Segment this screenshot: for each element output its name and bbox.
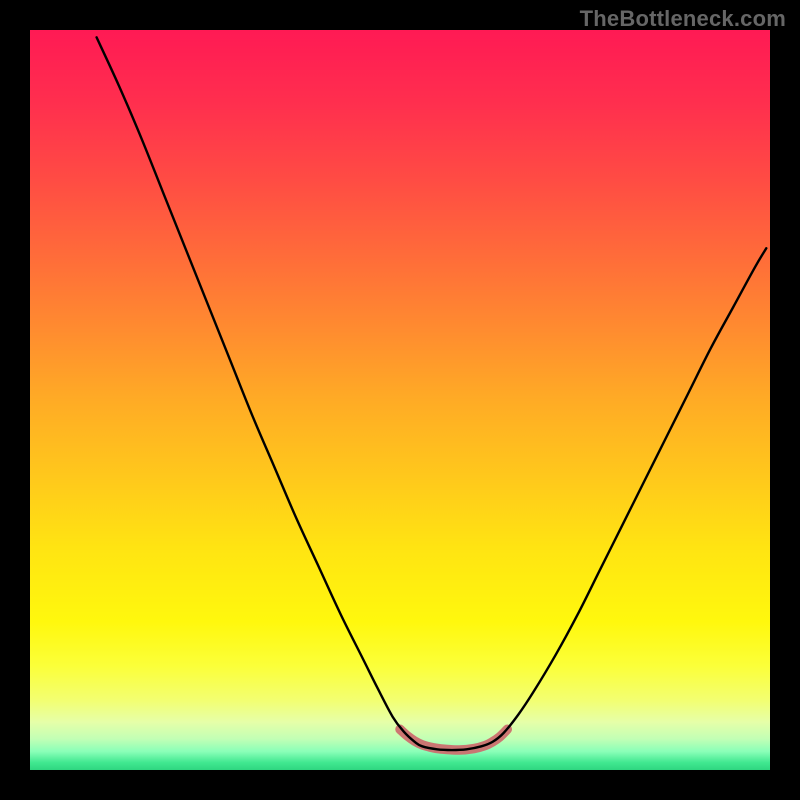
bottleneck-chart: [0, 0, 800, 800]
chart-background: [30, 30, 770, 770]
watermark-text: TheBottleneck.com: [580, 6, 786, 32]
